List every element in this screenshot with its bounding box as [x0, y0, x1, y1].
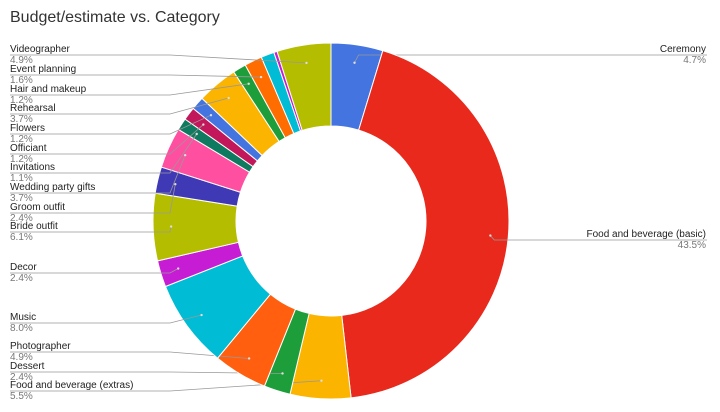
- leader-line: [10, 133, 198, 174]
- leader-line: [10, 226, 172, 233]
- slice-label: Groom outfit: [10, 202, 65, 213]
- label-dot: [247, 357, 251, 360]
- slice-label: Music: [10, 312, 36, 323]
- label-dot: [200, 313, 203, 317]
- slice-label: Bride outfit: [10, 221, 58, 232]
- slice: [341, 50, 510, 399]
- label-dot: [183, 153, 187, 157]
- leader-line: [10, 114, 212, 135]
- slice-label: Dessert: [10, 361, 45, 372]
- slice-label: Wedding party gifts: [10, 182, 95, 193]
- value-label: 3.7%: [10, 114, 33, 125]
- slice-label: Hair and makeup: [10, 84, 87, 95]
- value-label: 6.1%: [10, 232, 33, 243]
- value-label: 2.4%: [10, 273, 33, 284]
- leader-line: [10, 74, 262, 78]
- label-dot: [281, 372, 284, 375]
- slice-label: Food and beverage (extras): [10, 380, 133, 391]
- value-label: 1.2%: [10, 95, 33, 106]
- slice-label: Event planning: [10, 64, 76, 75]
- leader-line: [490, 235, 707, 241]
- value-label: 2.4%: [10, 213, 33, 224]
- leader-line: [10, 155, 186, 194]
- label-dot: [247, 82, 250, 85]
- slice-label: Food and beverage (basic): [586, 229, 706, 240]
- value-label: 1.1%: [10, 173, 33, 184]
- leader-line: [10, 314, 202, 324]
- leader-line: [10, 268, 179, 274]
- label-dot: [177, 267, 180, 270]
- leader-line: [10, 184, 176, 214]
- value-label: 5.5%: [10, 391, 33, 402]
- value-label: 4.9%: [10, 352, 33, 363]
- label-dot: [305, 61, 308, 65]
- chart-title: Budget/estimate vs. Category: [10, 9, 220, 26]
- slice-label: Photographer: [10, 341, 71, 352]
- value-label: 4.7%: [683, 55, 706, 66]
- slice-label: Rehearsal: [10, 103, 56, 114]
- label-dot: [195, 132, 198, 136]
- slice-label: Invitations: [10, 162, 55, 173]
- label-dot: [320, 379, 323, 382]
- leader-line: [10, 83, 249, 96]
- label-dot: [169, 225, 173, 228]
- value-label: 4.9%: [10, 55, 33, 66]
- label-dot: [174, 182, 177, 186]
- value-label: 1.2%: [10, 154, 33, 165]
- leader-line: [10, 54, 307, 64]
- slice-label: Videographer: [10, 44, 71, 55]
- value-label: 8.0%: [10, 323, 33, 334]
- slice: [276, 42, 332, 132]
- slice-label: Flowers: [10, 123, 45, 134]
- slice-label: Ceremony: [660, 44, 706, 55]
- leader-line: [10, 124, 204, 155]
- value-label: 2.4%: [10, 372, 33, 383]
- label-dot: [353, 61, 356, 64]
- label-dot: [259, 75, 263, 79]
- slice-label: Decor: [10, 262, 37, 273]
- value-label: 3.7%: [10, 193, 33, 204]
- slice-label: Officiant: [10, 143, 47, 154]
- label-dot: [489, 234, 492, 237]
- leader-line: [10, 97, 229, 115]
- leader-line: [354, 54, 707, 63]
- label-dot: [227, 96, 230, 100]
- label-dot: [202, 123, 205, 126]
- leader-line: [10, 351, 250, 359]
- value-label: 43.5%: [678, 240, 706, 251]
- label-dot: [209, 113, 213, 117]
- value-label: 1.2%: [10, 134, 33, 145]
- value-label: 1.6%: [10, 75, 33, 86]
